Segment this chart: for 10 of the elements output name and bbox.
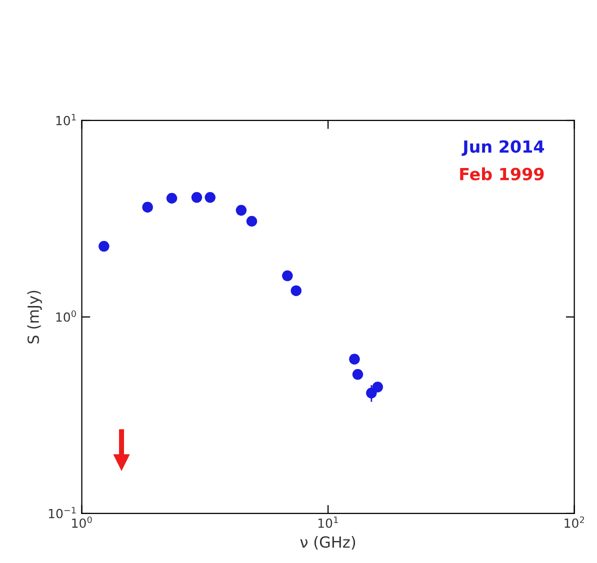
y-axis-title: S (mJy): [27, 290, 42, 344]
x-tick-label: 10$^{1}$: [318, 516, 338, 528]
text: Jun 2014: [462, 140, 544, 156]
x-axis-title: ν (GHz): [300, 536, 356, 550]
text: Feb 1999: [460, 167, 544, 180]
x-tick-label: 10$^{0}$: [72, 516, 92, 528]
x-tick-label: 10$^{2}$: [564, 516, 584, 528]
y-tick-label: 10$^{1}$: [56, 114, 76, 126]
y-tick-label: 10$^{0}$: [56, 310, 76, 322]
y-tick-label: 10$^{−1}$: [48, 506, 76, 518]
